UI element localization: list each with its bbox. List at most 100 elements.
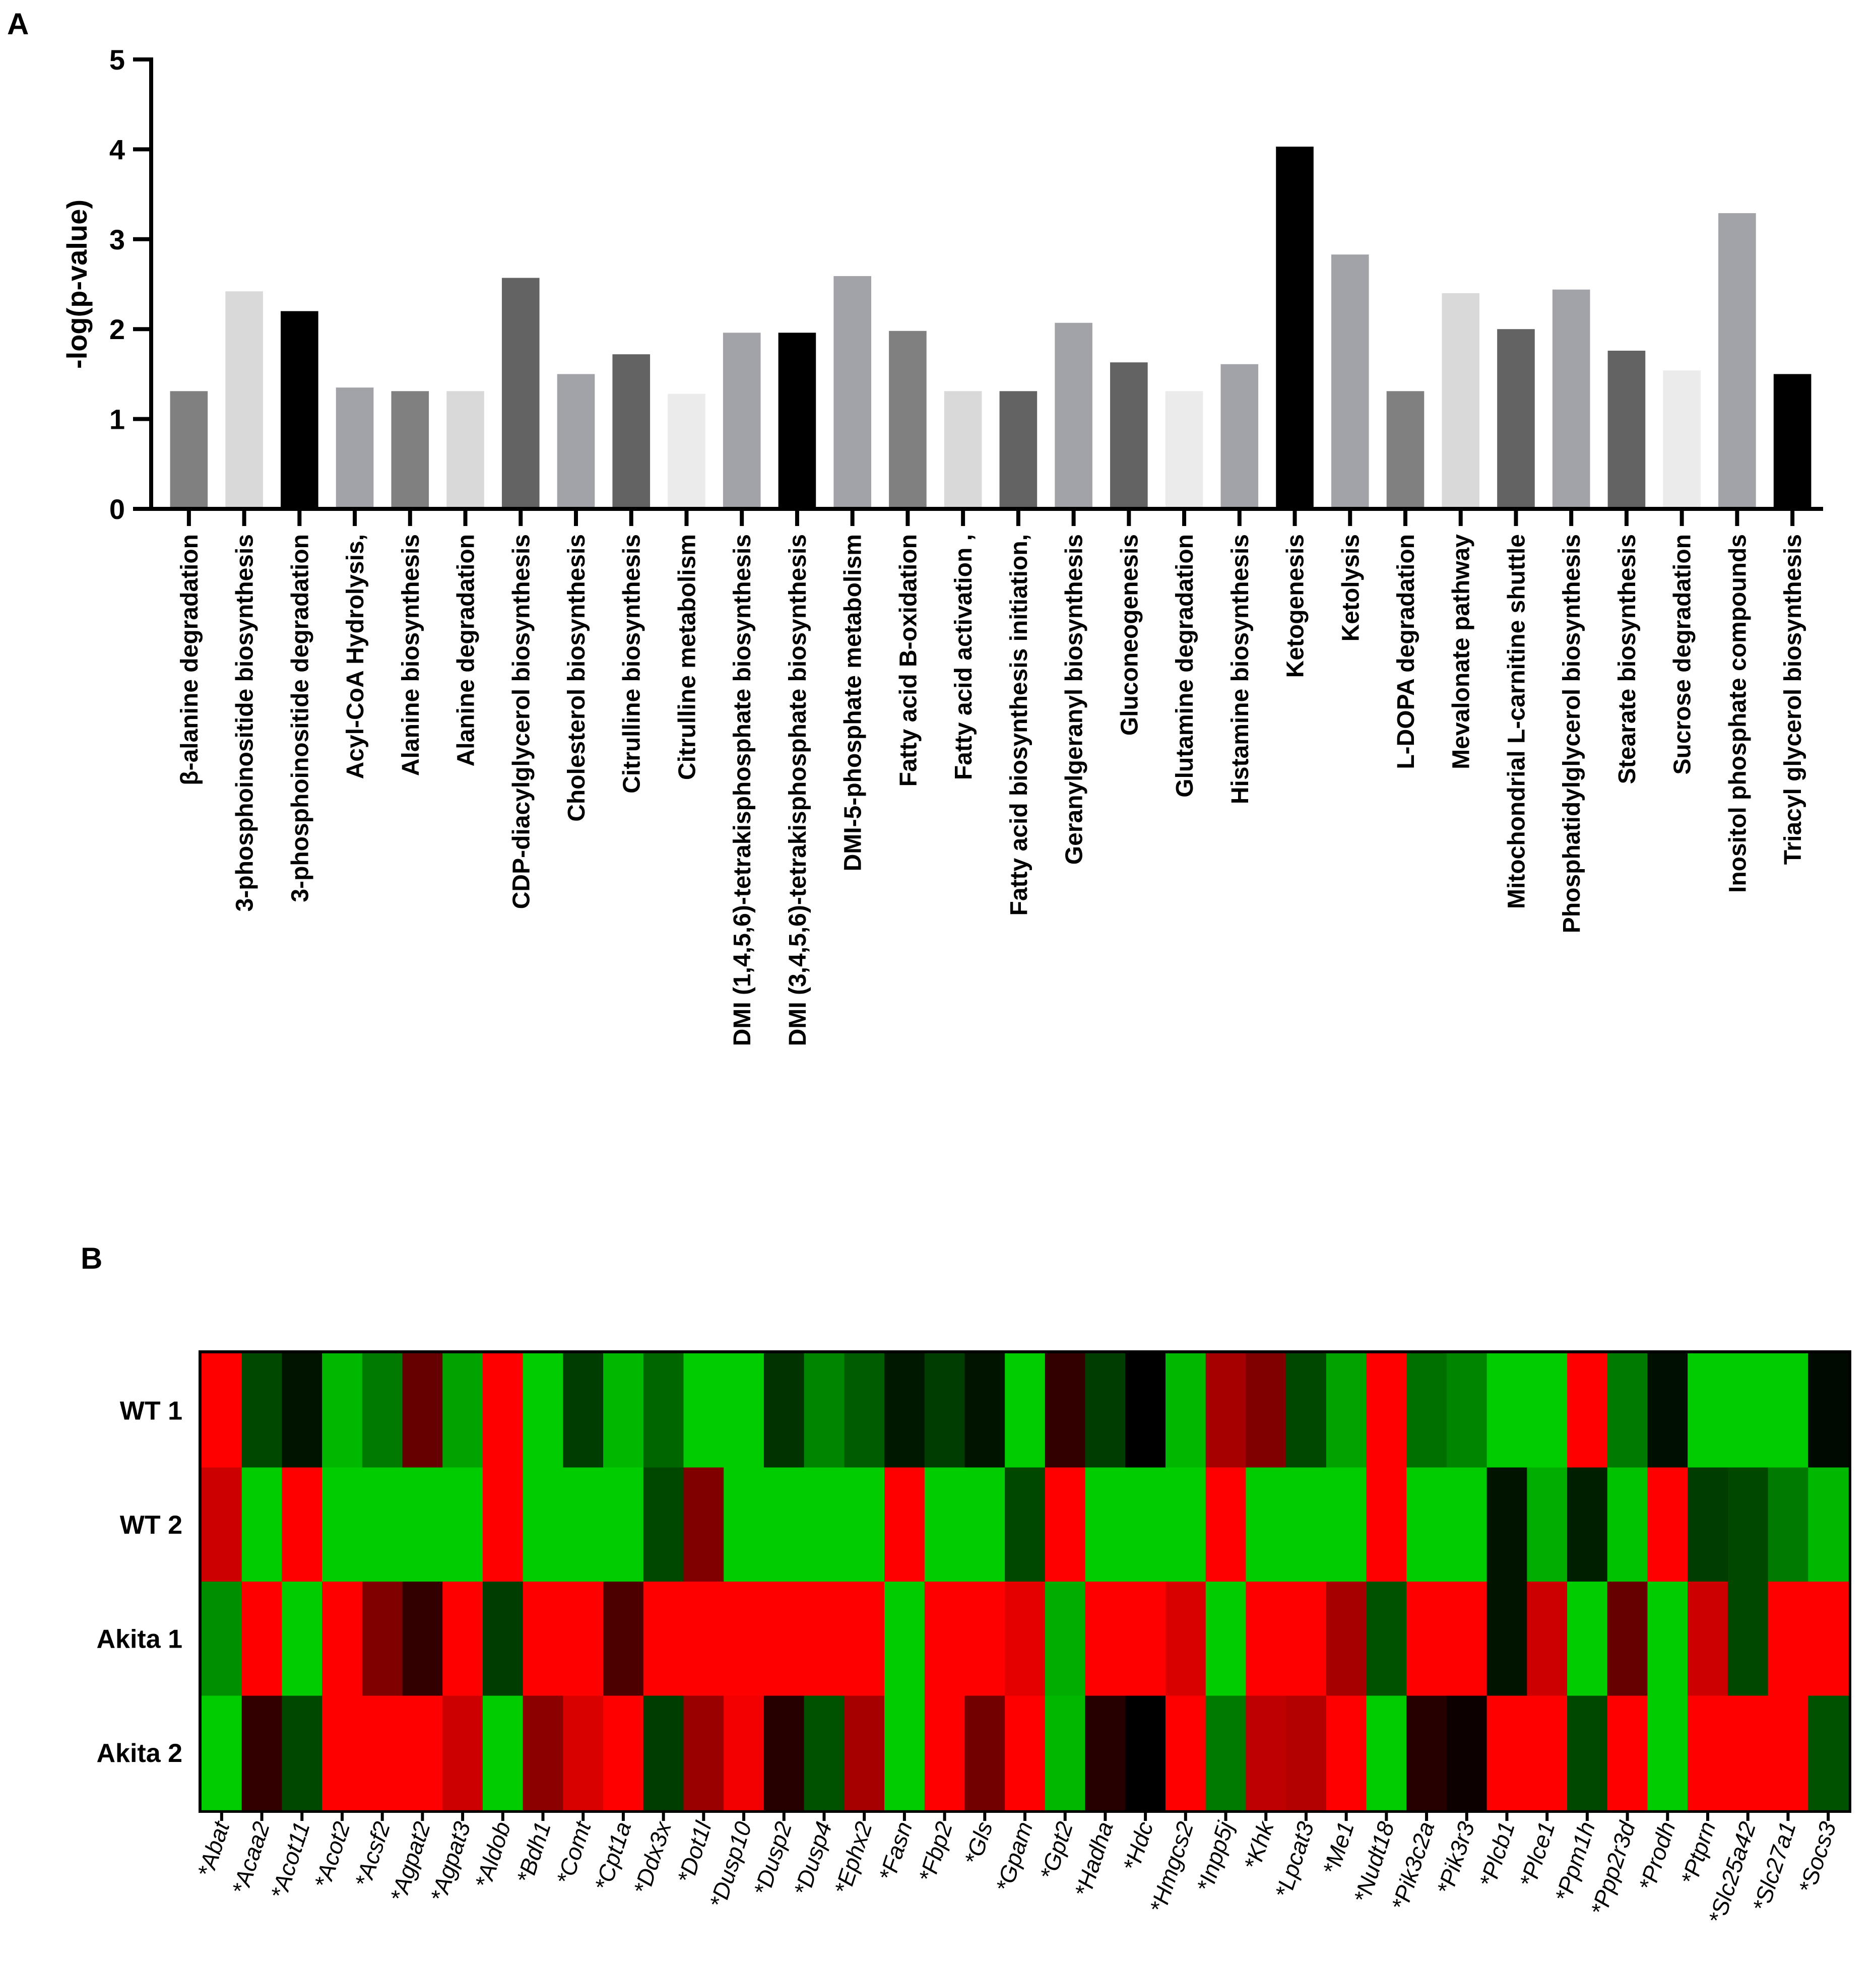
heatmap-cell bbox=[1125, 1582, 1166, 1696]
heatmap-cell bbox=[442, 1467, 483, 1582]
gene-label: *Acaa2 bbox=[227, 1818, 275, 1897]
heatmap-cell bbox=[724, 1582, 764, 1696]
gene-label: *Acsf2 bbox=[350, 1818, 396, 1890]
gene-label: *Ptprn bbox=[1676, 1818, 1721, 1888]
gene-label: *Gpam bbox=[991, 1818, 1038, 1895]
heatmap-cell bbox=[1366, 1582, 1407, 1696]
heatmap-cell bbox=[844, 1467, 885, 1582]
heatmap-cell bbox=[1727, 1467, 1769, 1582]
heatmap-cell bbox=[241, 1582, 283, 1696]
heatmap-cell bbox=[724, 1353, 764, 1468]
heatmap-cell bbox=[1647, 1582, 1688, 1696]
y-tick-label: 2 bbox=[109, 313, 125, 345]
x-category-label: Stearate biosynthesis bbox=[1614, 534, 1641, 784]
heatmap-cell bbox=[202, 1582, 242, 1696]
heatmap-cell bbox=[1205, 1695, 1247, 1810]
heatmap-cell bbox=[924, 1467, 965, 1582]
heatmap-cell bbox=[1406, 1353, 1447, 1468]
x-category-label: Sucrose degradation bbox=[1669, 534, 1696, 774]
bar bbox=[1331, 254, 1369, 509]
heatmap-cell bbox=[282, 1582, 322, 1696]
gene-label: *Comt bbox=[551, 1817, 597, 1888]
gene-label: *Fasn bbox=[874, 1818, 918, 1884]
heatmap-cell bbox=[964, 1353, 1005, 1468]
gene-label: *Aldob bbox=[470, 1818, 515, 1891]
heatmap-cell bbox=[1125, 1353, 1166, 1468]
x-category-label: Phosphatidylglycerol biosynthesis bbox=[1559, 534, 1585, 933]
gene-label: *Acot2 bbox=[309, 1818, 355, 1891]
heatmap-cell bbox=[1527, 1695, 1568, 1810]
bar bbox=[225, 291, 263, 509]
gene-label: *Ephx2 bbox=[829, 1818, 877, 1897]
bar bbox=[612, 354, 651, 509]
bar bbox=[999, 391, 1038, 509]
heatmap-cell bbox=[884, 1695, 925, 1810]
heatmap-cell bbox=[1165, 1353, 1206, 1468]
bar bbox=[723, 333, 761, 509]
heatmap-cell bbox=[683, 1353, 724, 1468]
heatmap-cell bbox=[1486, 1467, 1528, 1582]
heatmap-cell bbox=[1085, 1582, 1126, 1696]
heatmap-cell bbox=[442, 1353, 483, 1468]
bar bbox=[281, 311, 318, 509]
gene-label: *Hadha bbox=[1069, 1818, 1118, 1900]
heatmap-cell bbox=[523, 1353, 564, 1468]
y-tick-label: 0 bbox=[109, 493, 125, 525]
heatmap-cell bbox=[1366, 1353, 1407, 1468]
heatmap-cell bbox=[1406, 1582, 1447, 1696]
heatmap-cell bbox=[1688, 1467, 1728, 1582]
gene-label: *Plce1 bbox=[1514, 1818, 1560, 1890]
heatmap-cell bbox=[241, 1695, 283, 1810]
gene-label: *Khk bbox=[1239, 1817, 1279, 1873]
heatmap-cell bbox=[964, 1695, 1005, 1810]
heatmap-cell bbox=[1045, 1695, 1086, 1810]
x-category-label: DMI-5-phosphate metabolism bbox=[840, 534, 867, 871]
gene-label: *Gpt2 bbox=[1034, 1818, 1078, 1883]
y-tick-label: 1 bbox=[109, 404, 125, 435]
heatmap-cell bbox=[1125, 1695, 1166, 1810]
bar bbox=[1386, 391, 1425, 509]
heatmap-cell bbox=[1246, 1353, 1286, 1468]
heatmap-cell bbox=[1045, 1467, 1086, 1582]
heatmap-cell bbox=[1446, 1582, 1487, 1696]
heatmap-cell bbox=[763, 1695, 805, 1810]
heatmap-cell bbox=[724, 1695, 764, 1810]
bar bbox=[944, 391, 982, 509]
heatmap-cell bbox=[763, 1467, 805, 1582]
heatmap-cell bbox=[1326, 1695, 1367, 1810]
gene-label: *Abat bbox=[192, 1817, 235, 1880]
heatmap-cell bbox=[844, 1582, 885, 1696]
heatmap-cell bbox=[1406, 1467, 1447, 1582]
x-category-label: Histamine biosynthesis bbox=[1227, 534, 1254, 804]
x-category-label: Gluconeogenesis bbox=[1116, 534, 1143, 736]
heatmap-cell bbox=[282, 1353, 322, 1468]
heatmap-cell bbox=[202, 1695, 242, 1810]
heatmap-cell bbox=[563, 1695, 604, 1810]
heatmap-cell bbox=[282, 1695, 322, 1810]
row-label: Akita 1 bbox=[96, 1624, 182, 1654]
panel-b-label: B bbox=[81, 1241, 102, 1275]
x-category-label: DMI (3,4,5,6)-tetrakisphosphate biosynth… bbox=[785, 534, 811, 1046]
bar bbox=[1552, 289, 1590, 509]
heatmap-cell bbox=[1165, 1695, 1206, 1810]
heatmap-cell bbox=[282, 1467, 322, 1582]
heatmap-cell bbox=[1688, 1582, 1728, 1696]
x-category-label: L-DOPA degradation bbox=[1393, 534, 1419, 769]
heatmap-cell bbox=[322, 1695, 363, 1810]
heatmap-cell bbox=[1768, 1353, 1809, 1468]
x-category-label: Triacyl glycerol biosynthesis bbox=[1780, 534, 1806, 865]
heatmap-cell bbox=[643, 1582, 684, 1696]
x-category-label: 3-phosphoinositide biosynthesis bbox=[232, 534, 258, 911]
heatmap-cell bbox=[1607, 1353, 1648, 1468]
heatmap-cell bbox=[1286, 1467, 1327, 1582]
heatmap-cell bbox=[884, 1353, 925, 1468]
row-label: Akita 2 bbox=[96, 1739, 182, 1768]
heatmap-cell bbox=[1326, 1467, 1367, 1582]
x-category-label: Acyl-CoA Hydrolysis, bbox=[342, 534, 369, 779]
bar bbox=[1773, 374, 1812, 509]
heatmap-cell bbox=[1727, 1353, 1769, 1468]
heatmap-cell bbox=[924, 1582, 965, 1696]
heatmap-cell bbox=[1286, 1353, 1327, 1468]
heatmap-cell bbox=[804, 1467, 845, 1582]
